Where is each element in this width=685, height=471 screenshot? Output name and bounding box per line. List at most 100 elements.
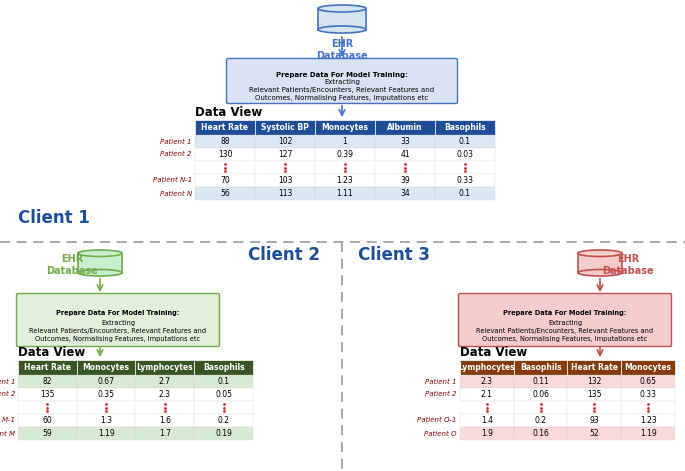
Bar: [78, 253, 122, 273]
Bar: [435, 174, 495, 187]
Text: 0.19: 0.19: [215, 429, 232, 438]
Text: Data View: Data View: [460, 347, 527, 359]
Bar: [460, 414, 514, 427]
Bar: [621, 427, 675, 440]
Text: 103: 103: [277, 176, 292, 185]
Text: 0.33: 0.33: [456, 176, 473, 185]
Text: 1.19: 1.19: [98, 429, 114, 438]
Text: 93: 93: [590, 416, 599, 425]
FancyBboxPatch shape: [458, 293, 671, 347]
Bar: [255, 135, 315, 148]
Text: Prepare Data For Model Training:: Prepare Data For Model Training:: [503, 309, 627, 316]
Text: EHR
Database: EHR Database: [316, 39, 368, 61]
Text: Client 1: Client 1: [18, 209, 90, 227]
Bar: [315, 148, 375, 161]
Text: 70: 70: [220, 176, 230, 185]
Text: Monocytes: Monocytes: [83, 363, 129, 372]
Text: Heart Rate: Heart Rate: [24, 363, 71, 372]
Bar: [621, 414, 675, 427]
Text: Prepare Data For Model Training:: Prepare Data For Model Training:: [56, 309, 179, 316]
Text: 0.16: 0.16: [532, 429, 549, 438]
Text: Client 3: Client 3: [358, 246, 430, 264]
Bar: [621, 360, 675, 375]
Text: Prepare Data For Model Training:: Prepare Data For Model Training:: [276, 72, 408, 78]
Bar: [195, 148, 255, 161]
Bar: [195, 360, 253, 375]
Text: 0.1: 0.1: [459, 137, 471, 146]
Text: 102: 102: [278, 137, 292, 146]
Bar: [435, 148, 495, 161]
Bar: [460, 375, 514, 388]
Text: EHR
Database: EHR Database: [602, 254, 653, 276]
Bar: [195, 135, 255, 148]
Text: 1.19: 1.19: [640, 429, 656, 438]
Bar: [77, 388, 136, 401]
Text: 0.2: 0.2: [218, 416, 229, 425]
Text: Patient 2: Patient 2: [425, 391, 457, 398]
Text: Heart Rate: Heart Rate: [201, 123, 249, 132]
Bar: [318, 8, 366, 30]
Text: Extracting
Relevant Patients/Encounters, Relevant Features and
Outcomes, Normali: Extracting Relevant Patients/Encounters,…: [29, 320, 207, 342]
Text: Monocytes: Monocytes: [321, 123, 369, 132]
Bar: [255, 161, 315, 174]
Bar: [375, 187, 435, 200]
Text: Patient 2: Patient 2: [0, 391, 15, 398]
Bar: [460, 401, 514, 414]
Bar: [136, 401, 195, 414]
Text: 135: 135: [587, 390, 601, 399]
Text: Systolic BP: Systolic BP: [261, 123, 309, 132]
Text: 0.33: 0.33: [640, 390, 657, 399]
Text: EHR
Database: EHR Database: [46, 254, 98, 276]
Bar: [567, 375, 621, 388]
Bar: [435, 120, 495, 135]
Text: 88: 88: [221, 137, 229, 146]
FancyBboxPatch shape: [16, 293, 219, 347]
Text: Patient 1: Patient 1: [0, 379, 15, 384]
Text: 0.65: 0.65: [640, 377, 657, 386]
Ellipse shape: [318, 5, 366, 12]
Text: Basophils: Basophils: [203, 363, 245, 372]
Text: Lymphocytes: Lymphocytes: [458, 363, 515, 372]
Text: 1.11: 1.11: [337, 189, 353, 198]
Bar: [18, 401, 77, 414]
Text: 34: 34: [400, 189, 410, 198]
Ellipse shape: [578, 250, 622, 257]
Text: 59: 59: [42, 429, 52, 438]
Bar: [18, 360, 77, 375]
Bar: [195, 187, 255, 200]
Text: 0.2: 0.2: [534, 416, 547, 425]
Bar: [514, 414, 567, 427]
Bar: [514, 401, 567, 414]
Text: Patient N: Patient N: [160, 190, 192, 196]
Text: Patient M-1: Patient M-1: [0, 417, 15, 423]
Bar: [195, 161, 255, 174]
Bar: [195, 427, 253, 440]
Text: Data View: Data View: [195, 106, 262, 119]
Bar: [255, 174, 315, 187]
Bar: [77, 414, 136, 427]
Text: 130: 130: [218, 150, 232, 159]
Text: 1.23: 1.23: [640, 416, 656, 425]
Bar: [460, 360, 514, 375]
Text: Patient 1: Patient 1: [425, 379, 457, 384]
Bar: [514, 375, 567, 388]
Bar: [621, 375, 675, 388]
Bar: [315, 174, 375, 187]
Text: 1.3: 1.3: [100, 416, 112, 425]
Bar: [195, 174, 255, 187]
Bar: [621, 388, 675, 401]
Bar: [136, 427, 195, 440]
Text: 135: 135: [40, 390, 55, 399]
Text: 2.3: 2.3: [481, 377, 493, 386]
Text: 1.6: 1.6: [159, 416, 171, 425]
Bar: [136, 360, 195, 375]
Bar: [375, 148, 435, 161]
Text: Patient O: Patient O: [425, 430, 457, 437]
Bar: [315, 161, 375, 174]
Bar: [77, 360, 136, 375]
Text: 0.05: 0.05: [215, 390, 232, 399]
Bar: [136, 414, 195, 427]
Bar: [375, 120, 435, 135]
Text: Patient 2: Patient 2: [160, 152, 192, 157]
Text: 0.39: 0.39: [336, 150, 353, 159]
